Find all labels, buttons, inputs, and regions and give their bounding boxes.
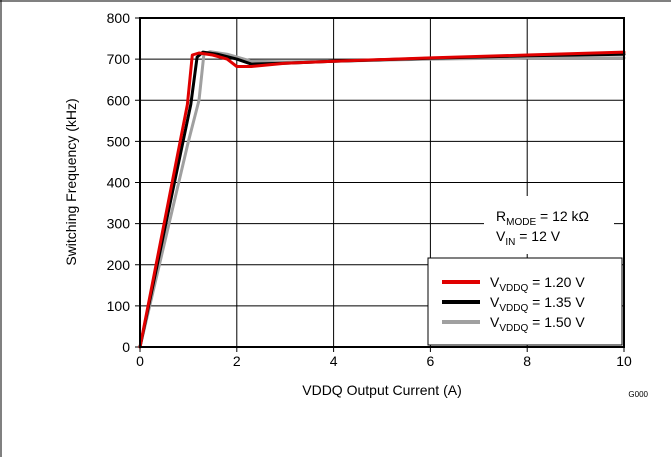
y-axis-label: Switching Frequency (kHz) <box>63 98 79 265</box>
vin-annotation: VIN = 12 V <box>496 228 561 248</box>
x-tick-label: 0 <box>136 353 144 369</box>
legend-label-1-35v: VVDDQ = 1.35 V <box>490 294 585 314</box>
y-tick-label: 300 <box>107 216 131 232</box>
x-tick-label: 8 <box>523 353 531 369</box>
x-axis-label: VDDQ Output Current (A) <box>302 382 462 398</box>
x-tick-label: 2 <box>233 353 241 369</box>
legend-label-1-50v: VVDDQ = 1.50 V <box>490 314 585 334</box>
plot-area <box>139 17 625 348</box>
y-tick-label: 600 <box>107 92 131 108</box>
series-line-1 <box>138 50 626 349</box>
legend: VVDDQ = 1.20 V VVDDQ = 1.35 V VVDDQ = 1.… <box>427 257 623 346</box>
y-tick-label: 500 <box>107 133 131 149</box>
legend-label-1-20v: VVDDQ = 1.20 V <box>490 274 585 294</box>
y-tick-label: 800 <box>107 10 131 26</box>
series-lines <box>138 50 626 349</box>
y-tick-label: 400 <box>107 175 131 191</box>
y-tick-label: 700 <box>107 51 131 67</box>
rmode-annotation: RMODE = 12 kΩ <box>496 208 589 228</box>
x-tick-label: 10 <box>616 353 632 369</box>
conditions-annotation: RMODE = 12 kΩ VIN = 12 V <box>484 196 614 254</box>
x-tick-label: 4 <box>330 353 338 369</box>
y-tick-label: 200 <box>107 257 131 273</box>
y-tick-label: 0 <box>122 339 130 355</box>
y-tick-label: 100 <box>107 298 131 314</box>
figure-id: G000 <box>628 390 648 399</box>
conditions-box <box>484 196 614 254</box>
x-tick-label: 6 <box>427 353 435 369</box>
